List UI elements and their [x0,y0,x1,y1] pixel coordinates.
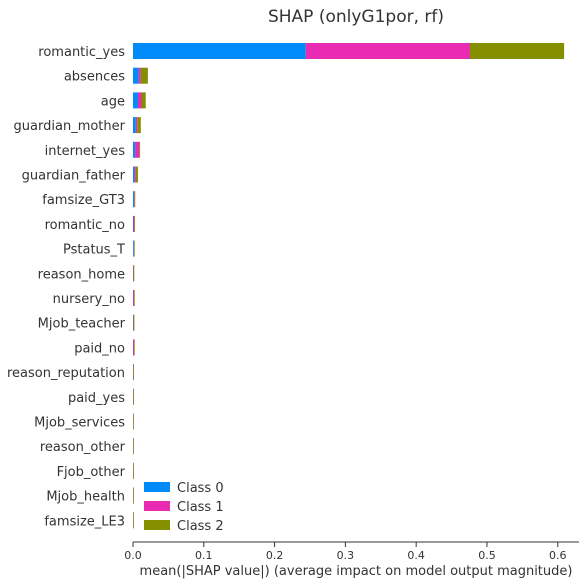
bar-segment-class-2 [133,413,134,430]
bar-segment-class-0 [133,240,134,257]
y-tick-label: Mjob_teacher [38,317,126,332]
bar-segment-class-1 [135,141,140,158]
y-tick-label: Mjob_health [46,490,125,505]
y-tick-label: age [101,94,125,109]
bar-segment-class-2 [133,265,135,282]
y-tick-label: romantic_no [45,218,125,233]
bar-segment-class-2 [133,364,134,381]
y-tick-label: absences [64,70,125,85]
legend-label: Class 2 [177,519,224,534]
x-tick-label: 0.6 [549,549,567,562]
y-tick-label: guardian_mother [14,119,126,134]
x-tick-label: 0.2 [266,549,284,562]
bar-segment-class-1 [134,191,135,208]
x-tick-label: 0.5 [478,549,496,562]
y-tick-label: guardian_father [22,169,126,184]
bar-segment-class-2 [139,141,141,158]
bar-segment-class-2 [133,438,134,455]
x-tick-label: 0.1 [195,549,213,562]
y-tick-label: internet_yes [45,144,126,159]
y-tick-label: nursery_no [53,292,125,307]
legend-label: Class 0 [177,481,224,496]
bar-segment-class-0 [133,191,135,208]
x-tick-label: 0.4 [407,549,425,562]
y-tick-label: paid_yes [68,391,125,406]
bar-segment-class-1 [135,117,138,134]
bar-segment-class-0 [133,215,134,232]
bar-segment-class-0 [133,67,139,84]
y-tick-label: Mjob_services [34,416,125,431]
legend: Class 0 Class 1 Class 2 [144,481,224,534]
bar-segment-class-2 [469,43,565,59]
bar-segment-class-2 [140,67,148,84]
bar-segment-class-2 [133,512,134,529]
bar-segment-class-0 [133,43,306,59]
x-axis-label: mean(|SHAP value|) (average impact on mo… [140,564,573,579]
bar-segment-class-1 [133,339,135,356]
bar-segment-class-0 [133,166,135,183]
bar-segment-class-2 [133,462,134,479]
bar-segment-class-2 [134,339,135,356]
bar-segment-class-1 [138,67,141,84]
bar-segment-class-1 [133,215,135,232]
y-tick-label: Fjob_other [57,465,126,480]
bar-segment-class-2 [141,92,146,109]
x-tick-label: 0.3 [337,549,355,562]
bar-segment-class-2 [134,215,136,232]
y-tick-label: reason_other [40,440,126,455]
legend-swatch [144,482,170,492]
x-axis-ticks: 0.0 0.1 0.2 0.3 0.4 0.5 0.6 [124,542,567,562]
bar-segment-class-2 [134,191,136,208]
bar-segment-class-2 [134,290,135,306]
y-tick-label: paid_no [74,341,125,356]
bar-segment-class-0 [133,92,138,109]
bar-segment-class-2 [133,314,135,331]
bar-segment-class-0 [133,141,136,158]
bar-segment-class-0 [133,117,136,134]
bar-segment-class-2 [134,240,135,257]
bar-segment-class-1 [137,92,142,109]
y-tick-label: reason_reputation [7,366,125,381]
legend-swatch [144,520,170,530]
y-tick-label: famsize_GT3 [42,193,125,208]
bars-group [133,43,565,529]
chart-title: SHAP (onlyG1por, rf) [268,7,444,27]
y-tick-label: famsize_LE3 [44,514,125,529]
legend-label: Class 1 [177,500,224,515]
x-tick-label: 0.0 [124,549,142,562]
y-tick-label: romantic_yes [38,45,125,60]
bar-segment-class-1 [305,43,470,59]
y-tick-label: Pstatus_T [63,243,125,258]
bar-segment-class-2 [135,166,138,183]
bar-segment-class-1 [134,166,136,183]
bar-segment-class-1 [133,290,135,306]
bar-segment-class-2 [137,117,141,134]
legend-swatch [144,501,170,511]
y-tick-label: reason_home [38,267,125,282]
bar-segment-class-2 [133,487,134,504]
y-axis-labels: romantic_yes absences age guardian_motherin… [7,45,126,529]
bar-segment-class-2 [133,388,134,405]
